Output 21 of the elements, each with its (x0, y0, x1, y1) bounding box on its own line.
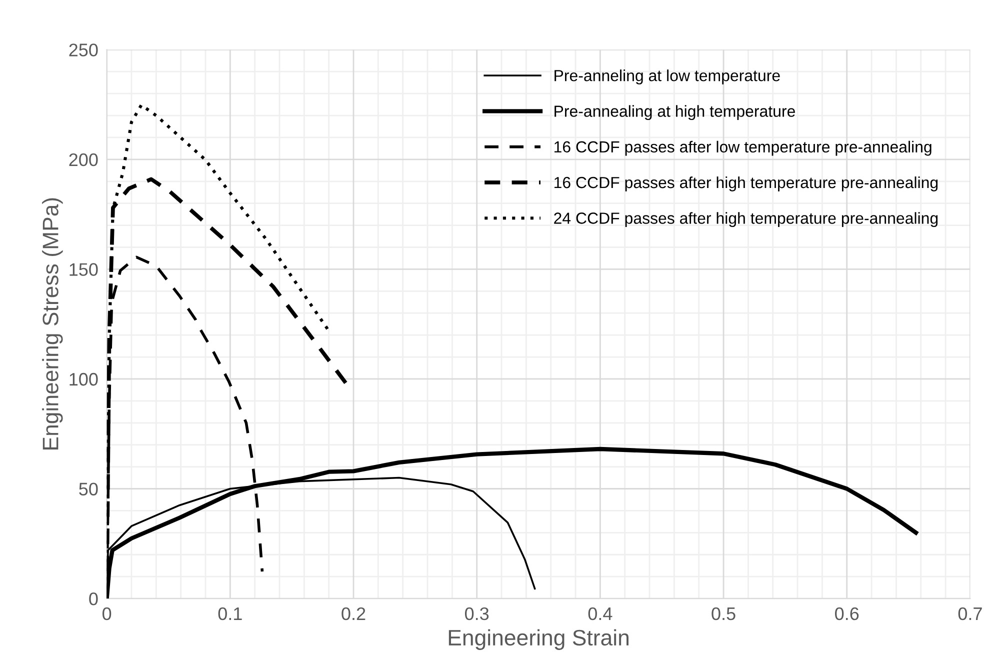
y-tick-label: 0 (89, 592, 98, 606)
legend-label: Pre-annealing at high temperature (554, 105, 795, 120)
y-tick-label: 200 (69, 153, 98, 166)
x-tick-label: 0.1 (218, 607, 242, 620)
x-tick-label: 0.4 (588, 607, 612, 620)
x-tick-label: 0 (102, 607, 112, 620)
x-axis-title: Engineering Strain (448, 629, 628, 650)
x-tick-label: 0.6 (835, 607, 859, 620)
y-tick-label: 150 (70, 263, 98, 276)
y-tick-label: 50 (79, 482, 98, 496)
legend-label: Pre-anneling at low temperature (554, 70, 780, 84)
y-tick-label: 250 (69, 44, 98, 56)
x-tick-label: 0.3 (464, 607, 489, 620)
legend-label: 24 CCDF passes after high temperature pre-annealing (554, 212, 938, 228)
y-tick-label: 100 (70, 372, 98, 386)
y-axis-title: Engineering Stress (MPa) (42, 198, 63, 450)
x-tick-label: 0.2 (342, 607, 366, 620)
legend-label: 16 CCDF passes after low temperature pre-annealing (554, 140, 932, 156)
x-tick-label: 0.5 (712, 607, 736, 620)
legend-label: 16 CCDF passes after high temperature pre-annealing (554, 176, 938, 192)
x-tick-label: 0.7 (958, 607, 982, 620)
